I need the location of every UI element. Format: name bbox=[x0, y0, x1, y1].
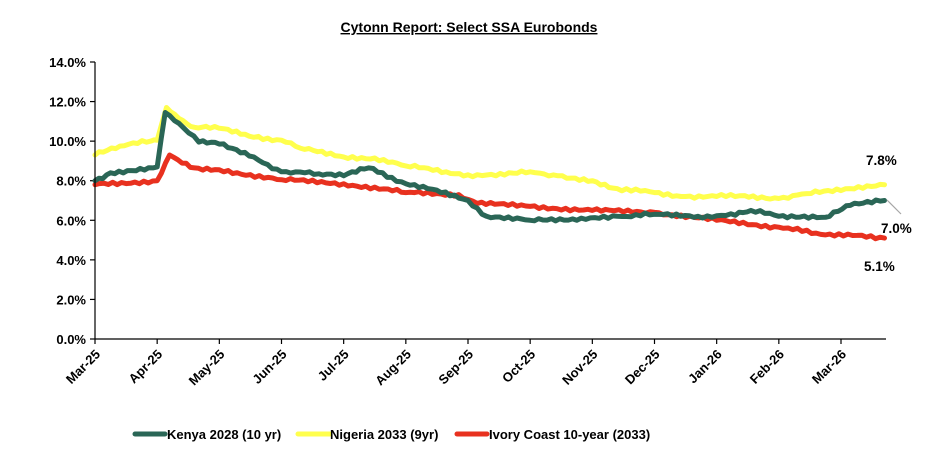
x-tick-label: Oct-25 bbox=[499, 347, 538, 386]
kenya-label-leader-line bbox=[886, 199, 902, 215]
legend-label-ivory-coast: Ivory Coast 10-year (2033) bbox=[489, 427, 650, 442]
x-tick-label: Dec-25 bbox=[622, 347, 663, 388]
y-tick-label: 2.0% bbox=[56, 292, 86, 307]
x-tick-label: Jul-25 bbox=[315, 347, 352, 384]
nigeria-end-label: 7.8% bbox=[866, 153, 897, 168]
x-tick-label: Apr-25 bbox=[126, 347, 166, 387]
y-tick-label: 4.0% bbox=[56, 253, 86, 268]
kenya-end-label: 7.0% bbox=[881, 221, 912, 236]
series-line-ivory-coast-10-year-2033 bbox=[92, 152, 887, 242]
series-lines bbox=[92, 105, 887, 242]
x-tick-label: Jun-25 bbox=[249, 347, 289, 387]
x-tick-label: Jan-26 bbox=[685, 347, 725, 387]
x-tick-label: Feb-26 bbox=[747, 347, 787, 387]
series-line-kenya-2028-10-yr bbox=[92, 110, 887, 224]
y-tick-label: 14.0% bbox=[49, 55, 86, 70]
x-tick-label: Aug-25 bbox=[372, 347, 414, 389]
series-line-nigeria-2033-9yr bbox=[92, 105, 887, 202]
y-axis-ticks: 0.0% 2.0% 4.0% 6.0% 8.0% 10.0% 12.0% 14.0% bbox=[49, 55, 95, 347]
chart-title: Cytonn Report: Select SSA Eurobonds bbox=[341, 19, 598, 35]
legend-label-nigeria: Nigeria 2033 (9yr) bbox=[330, 427, 438, 442]
y-tick-label: 0.0% bbox=[56, 332, 86, 347]
x-tick-label: Mar-26 bbox=[809, 347, 849, 387]
y-tick-label: 12.0% bbox=[49, 95, 86, 110]
x-tick-label: May-25 bbox=[186, 347, 228, 389]
legend: Kenya 2028 (10 yr) Nigeria 2033 (9yr) Iv… bbox=[132, 427, 650, 442]
legend-label-kenya: Kenya 2028 (10 yr) bbox=[167, 427, 281, 442]
x-tick-label: Sep-25 bbox=[435, 347, 476, 388]
y-tick-label: 8.0% bbox=[56, 174, 86, 189]
y-tick-label: 10.0% bbox=[49, 134, 86, 149]
ivory-coast-end-label: 5.1% bbox=[864, 259, 895, 274]
x-tick-label: Mar-25 bbox=[63, 347, 103, 387]
x-tick-label: Nov-25 bbox=[559, 347, 600, 388]
y-tick-label: 6.0% bbox=[56, 213, 86, 228]
x-axis-ticks: Mar-25 Apr-25 May-25 Jun-25 Jul-25 Aug-25 Sep-… bbox=[63, 339, 849, 388]
